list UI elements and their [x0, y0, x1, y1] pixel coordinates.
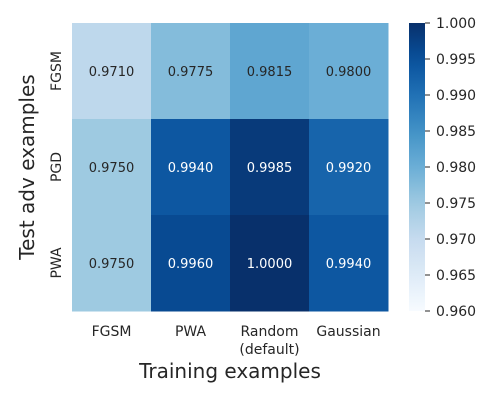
- heatmap-cell-pgd-random-default: [230, 119, 310, 216]
- cell-value-label: 0.9920: [326, 161, 372, 176]
- colorbar-tick-label: 0.985: [436, 124, 476, 140]
- x-tick-label-gaussian: Gaussian: [316, 324, 380, 340]
- cell-value-label: 0.9940: [168, 161, 214, 176]
- y-tick-label-pgd: PGD: [49, 152, 65, 182]
- colorbar-tick-label: 0.980: [436, 160, 476, 176]
- heatmap-cell-pwa-gaussian: [309, 215, 389, 312]
- y-axis-title: Test adv examples: [15, 74, 39, 260]
- heatmap-cells: [72, 23, 389, 312]
- heatmap-cell-fgsm-random-default: [230, 23, 310, 120]
- heatmap-cell-pwa-random-default: [230, 215, 310, 312]
- y-tick-label-pwa: PWA: [49, 247, 65, 279]
- x-axis-title: Training examples: [138, 359, 321, 383]
- colorbar-tick-label: 0.970: [436, 232, 476, 248]
- colorbar-tick-label: 0.960: [436, 304, 476, 320]
- cell-value-label: 0.9710: [89, 65, 135, 80]
- cell-value-label: 0.9960: [168, 257, 214, 272]
- colorbar-tick-label: 0.965: [436, 268, 476, 284]
- cell-value-label: 0.9815: [247, 65, 293, 80]
- cell-value-label: 0.9750: [89, 257, 135, 272]
- colorbar-tick-label: 0.995: [436, 52, 476, 68]
- heatmap-cell-pgd-pwa: [151, 119, 231, 216]
- heatmap-cell-fgsm-pwa: [151, 23, 231, 120]
- x-tick-label-fgsm: FGSM: [92, 324, 132, 340]
- heatmap-cell-pgd-gaussian: [309, 119, 389, 216]
- x-tick-label-pwa: PWA: [175, 324, 207, 340]
- cell-value-label: 1.0000: [247, 257, 293, 272]
- heatmap-cell-pwa-pwa: [151, 215, 231, 312]
- cell-value-label: 0.9800: [326, 65, 372, 80]
- cell-value-label: 0.9750: [89, 161, 135, 176]
- y-tick-labels: FGSM PGD PWA: [49, 51, 65, 278]
- cell-value-label: 0.9775: [168, 65, 214, 80]
- cell-annotations: 0.9710 0.9775 0.9815 0.9800 0.9750 0.9940 0.99…: [89, 65, 372, 272]
- colorbar-ticks: 0.960 0.965 0.970 0.975 0.980 0.985 0.990 0.995…: [425, 16, 476, 320]
- colorbar-tick-label: 0.975: [436, 196, 476, 212]
- cell-value-label: 0.9985: [247, 161, 293, 176]
- colorbar-tick-label: 1.000: [436, 16, 476, 32]
- x-tick-label-random-default: Random (default): [239, 324, 299, 358]
- heatmap-cell-fgsm-gaussian: [309, 23, 389, 120]
- heatmap-cell-pgd-fgsm: [72, 119, 152, 216]
- colorbar: [409, 23, 425, 311]
- cell-value-label: 0.9940: [326, 257, 372, 272]
- heatmap-cell-pwa-fgsm: [72, 215, 152, 312]
- y-tick-label-fgsm: FGSM: [49, 51, 65, 91]
- colorbar-tick-label: 0.990: [436, 88, 476, 104]
- x-tick-labels: FGSM PWA Random (default) Gaussian: [92, 324, 381, 358]
- heatmap-cell-fgsm-fgsm: [72, 23, 152, 120]
